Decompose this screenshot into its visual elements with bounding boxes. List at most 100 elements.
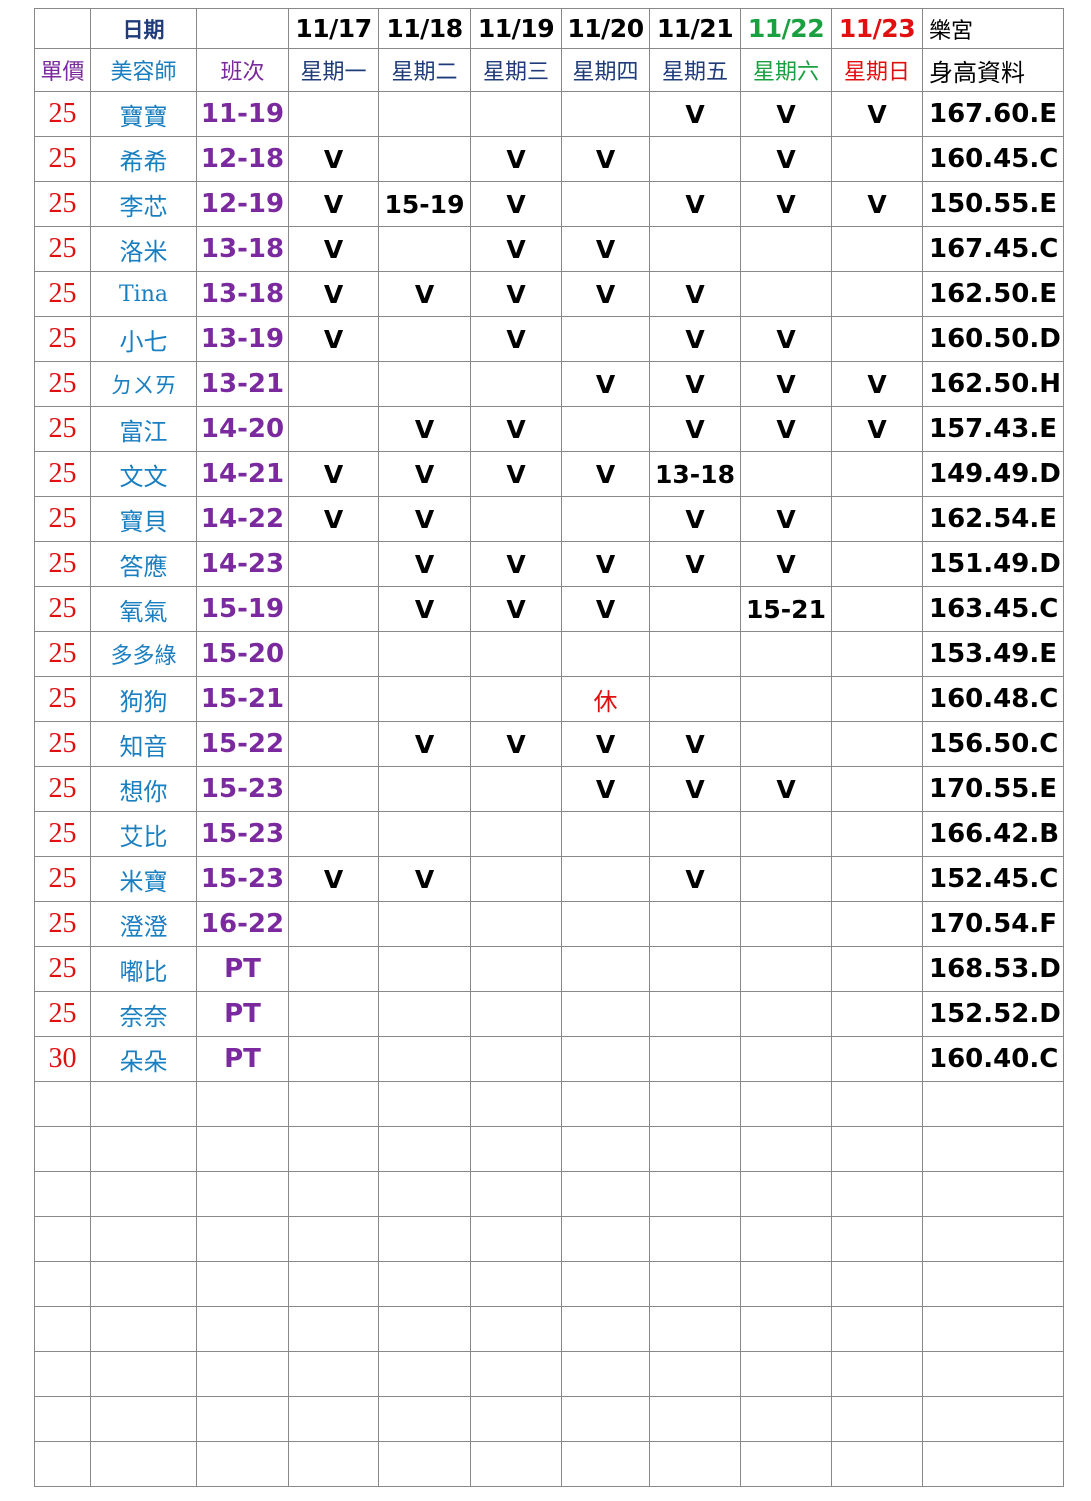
empty-row [34,1171,1064,1217]
empty-cell [561,1261,650,1307]
empty-cell [288,1351,379,1397]
day-cell [470,631,562,677]
day-cell [378,946,471,992]
stylist-name: 小七 [90,316,197,362]
empty-cell [378,1351,471,1397]
empty-cell [922,1351,1064,1397]
empty-cell [470,1216,562,1262]
empty-cell [561,1126,650,1172]
empty-cell [288,1441,379,1487]
price-cell: 25 [34,136,91,182]
day-cell: V [561,766,650,812]
empty-cell [740,1216,832,1262]
day-cell [831,136,923,182]
day-cell [561,316,650,362]
day-cell [561,856,650,902]
schedule-table: 日期 11/17 11/18 11/19 11/20 11/21 11/22 1… [34,8,1064,1487]
empty-cell [470,1261,562,1307]
day-cell [740,901,832,947]
day-cell: V [740,496,832,542]
day-cell: V [470,721,562,767]
day-cell [470,676,562,722]
height-cell: 166.42.B [922,811,1064,857]
stylist-name: Tina [90,271,197,317]
empty-cell [561,1171,650,1217]
empty-cell [740,1126,832,1172]
day-cell: V [470,226,562,272]
day-cell [649,991,741,1037]
stylist-header: 美容師 [90,48,197,92]
day-cell: V [831,361,923,407]
empty-cell [196,1261,289,1307]
table-row: 25 文文 14-21 V V V V 13-18 149.49.D [34,451,1064,497]
shift-cell: 13-19 [196,316,289,362]
day-cell [288,541,379,587]
day-cell [378,361,471,407]
empty-cell [922,1126,1064,1172]
day-cell [831,631,923,677]
table-row: 25 富江 14-20 V V V V V 157.43.E [34,406,1064,452]
empty-cell [90,1081,197,1127]
empty-cell [561,1396,650,1442]
day-cell [831,676,923,722]
price-cell: 25 [34,631,91,677]
day-cell [378,316,471,362]
empty-cell [90,1441,197,1487]
date-thu: 11/20 [561,8,650,49]
empty-cell [196,1081,289,1127]
price-cell: 25 [34,586,91,632]
height-cell: 167.60.E [922,91,1064,137]
stylist-name: 狗狗 [90,676,197,722]
empty-cell [196,8,289,49]
day-cell: V [378,541,471,587]
day-cell: V [288,226,379,272]
height-cell: 152.52.D [922,991,1064,1037]
stylist-name: 多多綠 [90,631,197,677]
empty-cell [378,1171,471,1217]
day-cell [831,766,923,812]
table-row: 25 ㄉㄨㄞ 13-21 V V V V 162.50.H [34,361,1064,407]
day-cell [288,586,379,632]
shift-cell: 15-20 [196,631,289,677]
day-cell [378,136,471,182]
day-cell [740,631,832,677]
day-cell [649,676,741,722]
day-cell: V [470,586,562,632]
day-cell [288,631,379,677]
day-cell [649,226,741,272]
stylist-name: ㄉㄨㄞ [90,361,197,407]
price-cell: 25 [34,226,91,272]
day-cell [831,226,923,272]
day-cell [288,676,379,722]
shift-cell: 14-20 [196,406,289,452]
day-cell: V [288,136,379,182]
day-cell [831,946,923,992]
shift-cell: PT [196,1036,289,1082]
empty-cell [288,1396,379,1442]
date-sat: 11/22 [740,8,832,49]
day-cell [288,991,379,1037]
empty-cell [90,1261,197,1307]
day-cell [561,811,650,857]
price-cell: 25 [34,361,91,407]
day-cell: V [378,586,471,632]
shift-cell: PT [196,991,289,1037]
empty-cell [561,1216,650,1262]
empty-cell [740,1261,832,1307]
empty-cell [34,1351,91,1397]
price-cell: 25 [34,91,91,137]
empty-cell [922,1216,1064,1262]
height-cell: 170.54.F [922,901,1064,947]
day-cell [378,766,471,812]
price-cell: 25 [34,811,91,857]
table-row: 30 朵朵 PT 160.40.C [34,1036,1064,1082]
empty-row [34,1396,1064,1442]
empty-row [34,1126,1064,1172]
empty-cell [922,1441,1064,1487]
day-cell: V [561,136,650,182]
day-cell: V [740,361,832,407]
weekday-row: 單價 美容師 班次 星期一 星期二 星期三 星期四 星期五 星期六 星期日 身高… [34,48,1064,92]
empty-cell [561,1306,650,1352]
day-cell [831,271,923,317]
table-row: 25 多多綠 15-20 153.49.E [34,631,1064,677]
